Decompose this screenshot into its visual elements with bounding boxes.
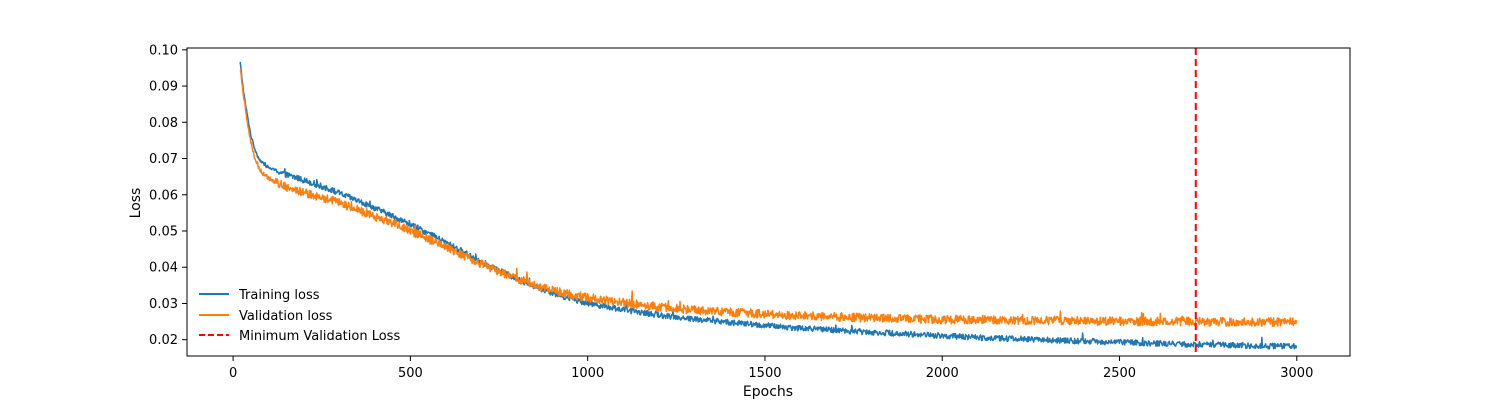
y-tick-label: 0.08 [149,116,178,131]
legend-entry-training: Training loss [199,288,320,303]
validation-loss-line [239,69,1298,327]
legend-label-training: Training loss [238,288,320,303]
series-layer [239,61,1298,350]
x-tick-label: 500 [398,366,423,381]
y-axis-ticks: 0.02 0.03 0.04 0.05 0.06 0.07 0.08 0.09 0.10 [149,43,187,348]
y-tick-label: 0.06 [149,188,178,203]
legend-entry-minimum: Minimum Validation Loss [199,329,400,344]
x-tick-label: 1000 [571,366,604,381]
legend: Training loss Validation loss Minimum Va… [199,288,400,344]
legend-label-validation: Validation loss [239,309,333,324]
legend-label-minimum: Minimum Validation Loss [239,329,400,344]
x-tick-label: 0 [229,366,237,381]
y-tick-label: 0.04 [149,261,178,276]
x-tick-label: 2000 [926,366,959,381]
y-tick-label: 0.07 [149,152,178,167]
y-axis-label: Loss [128,188,144,219]
x-axis-ticks: 0 500 1000 1500 2000 2500 3000 [229,356,1313,381]
y-tick-label: 0.03 [149,297,178,312]
training-loss-line [239,61,1298,350]
legend-entry-validation: Validation loss [199,309,333,324]
y-tick-label: 0.09 [149,80,178,95]
y-tick-label: 0.10 [149,43,178,58]
x-tick-label: 3000 [1280,366,1313,381]
x-tick-label: 2500 [1103,366,1136,381]
y-tick-label: 0.05 [149,224,178,239]
x-tick-label: 1500 [748,366,781,381]
plot-frame [186,47,1351,357]
y-tick-label: 0.02 [149,333,178,348]
x-axis-label: Epochs [743,384,793,400]
